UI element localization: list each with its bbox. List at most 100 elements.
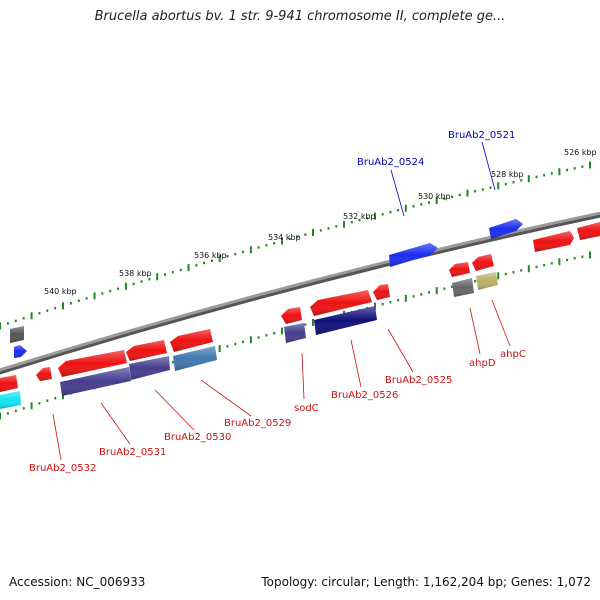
minor-tick — [296, 235, 299, 238]
gene-label-bruab2-0530[interactable]: BruAb2_0530 — [164, 432, 231, 443]
minor-tick — [504, 272, 507, 276]
gene-bevel — [310, 290, 372, 316]
minor-tick — [420, 203, 423, 206]
major-tick — [93, 292, 96, 300]
minor-tick — [234, 252, 237, 256]
minor-tick — [54, 397, 57, 400]
gene-bevel — [314, 306, 377, 335]
minor-tick — [573, 167, 576, 170]
gene-label-bruab2-0529[interactable]: BruAb2_0529 — [224, 418, 291, 429]
major-tick — [527, 265, 530, 273]
gene-bevel — [129, 356, 170, 380]
gene-bevel — [126, 340, 167, 361]
minor-tick — [443, 197, 446, 200]
gene-label-bruab2-0525[interactable]: BruAb2_0525 — [385, 375, 452, 386]
minor-tick — [69, 302, 72, 305]
gene-bevel — [472, 254, 494, 271]
gene-label-bruab2-0531[interactable]: BruAb2_0531 — [99, 447, 166, 458]
minor-tick — [451, 285, 454, 288]
minor-tick — [389, 301, 392, 304]
minor-tick — [458, 193, 461, 197]
minor-tick — [420, 293, 423, 296]
leader-bruab2-0529 — [200, 379, 252, 417]
minor-tick — [304, 233, 307, 236]
gene-bevel — [577, 222, 600, 240]
minor-tick — [520, 179, 523, 182]
minor-tick — [381, 303, 384, 306]
leader-bruab2-0531 — [100, 402, 131, 445]
gene-label-ahpc[interactable]: ahpC — [500, 349, 526, 360]
major-tick — [312, 229, 314, 236]
kbp-label: 536 kbp — [194, 251, 227, 260]
major-tick — [558, 168, 561, 176]
gene-bevel — [389, 243, 438, 267]
gene-bevel — [173, 346, 217, 371]
major-tick — [0, 322, 1, 330]
major-tick — [249, 336, 252, 344]
major-tick — [281, 237, 283, 245]
major-tick — [374, 212, 376, 220]
minor-tick — [265, 334, 268, 337]
major-tick — [281, 327, 283, 335]
leader-ahpc — [491, 299, 511, 347]
minor-tick — [474, 190, 477, 193]
minor-tick — [234, 342, 237, 346]
gene-bevel — [0, 391, 21, 409]
minor-tick — [520, 269, 523, 272]
gene-label-bruab2-0532[interactable]: BruAb2_0532 — [29, 463, 96, 474]
kbp-label: 540 kbp — [44, 287, 77, 296]
gene-bevel — [14, 345, 27, 358]
minor-tick — [581, 255, 584, 258]
kbp-label: 532 kbp — [343, 212, 376, 221]
major-tick — [527, 175, 530, 183]
major-tick — [435, 197, 438, 205]
minor-tick — [566, 168, 569, 172]
kbp-label: 530 kbp — [418, 192, 451, 201]
gene-label-ahpd[interactable]: ahpD — [469, 358, 496, 369]
major-tick — [404, 204, 407, 212]
minor-tick — [179, 268, 182, 272]
minor-tick — [14, 319, 17, 323]
minor-tick — [481, 188, 484, 191]
gene-bevel — [10, 326, 24, 343]
minor-tick — [474, 280, 477, 283]
minor-tick — [573, 257, 576, 260]
upper-tick-track — [0, 161, 591, 330]
minor-tick — [6, 412, 9, 415]
gene-label-bruab2-0521[interactable]: BruAb2_0521 — [448, 130, 515, 141]
leader-ahpd — [469, 307, 481, 355]
minor-tick — [273, 332, 276, 335]
leader-bruab2-0525 — [387, 328, 414, 373]
gene-label-sodc[interactable]: sodC — [294, 403, 319, 414]
gene-labels: BruAb2_0521 BruAb2_0524 ahpC ahpD BruAb2… — [29, 130, 526, 474]
minor-tick — [148, 278, 151, 281]
minor-tick — [14, 409, 17, 413]
minor-tick — [428, 201, 430, 204]
chromosome-backbone-shadow — [0, 212, 600, 375]
major-tick — [62, 302, 64, 310]
gene-label-bruab2-0526[interactable]: BruAb2_0526 — [331, 390, 398, 401]
major-tick — [218, 255, 221, 262]
minor-tick — [164, 273, 166, 276]
minor-tick — [335, 225, 338, 228]
minor-tick — [195, 264, 198, 267]
gene-bevel — [170, 329, 213, 352]
gene-bevel — [36, 367, 52, 381]
minor-tick — [451, 195, 454, 198]
minor-tick — [389, 211, 392, 214]
minor-tick — [265, 244, 268, 247]
gene-bevel — [533, 231, 574, 252]
minor-tick — [397, 299, 400, 302]
major-tick — [156, 273, 159, 281]
major-tick — [218, 345, 221, 352]
minor-tick — [273, 242, 276, 245]
gene-label-bruab2-0524[interactable]: BruAb2_0524 — [357, 157, 424, 168]
kbp-label: 526 kbp — [564, 148, 597, 157]
kbp-label: 528 kbp — [491, 170, 524, 179]
minor-tick — [535, 265, 538, 269]
minor-tick — [85, 297, 88, 300]
major-tick — [404, 294, 407, 302]
minor-tick — [242, 340, 245, 344]
minor-tick — [257, 246, 260, 249]
